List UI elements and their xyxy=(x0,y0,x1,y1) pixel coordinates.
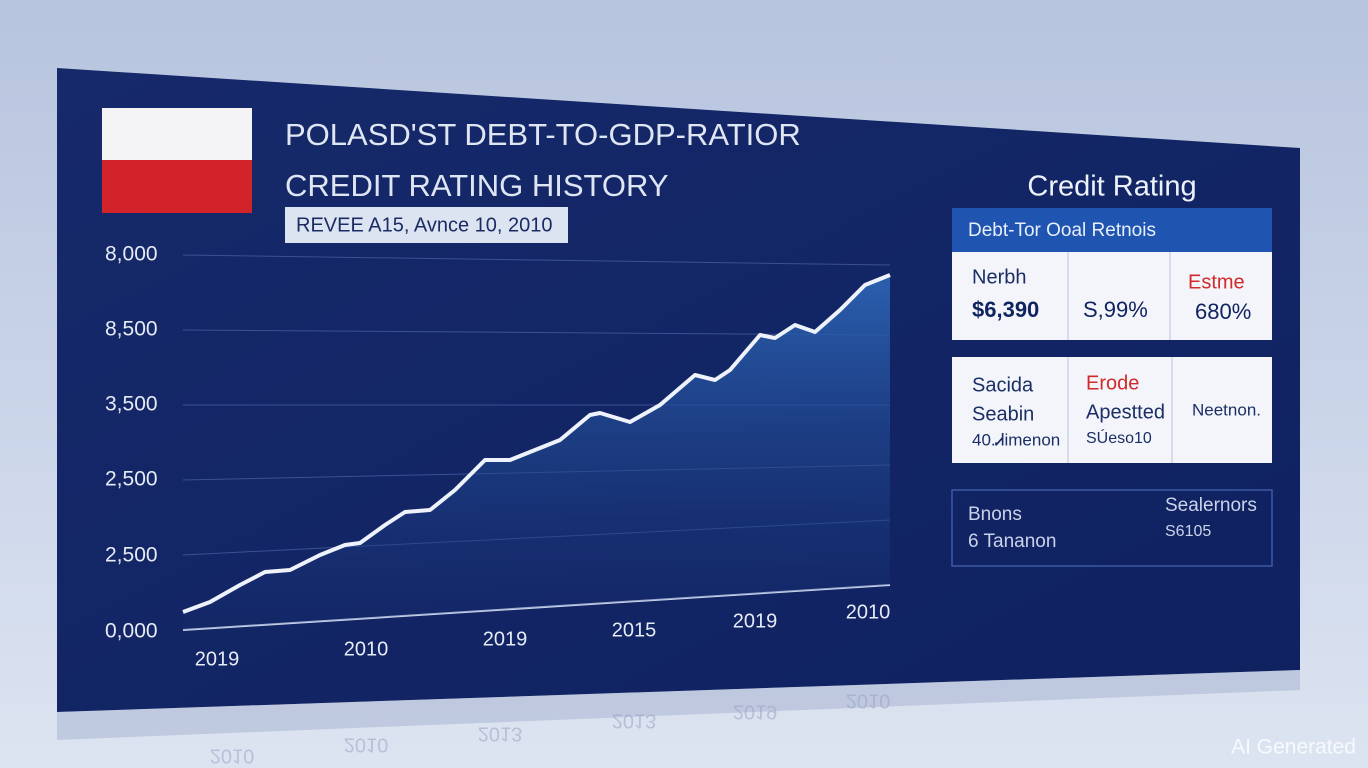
cell-value: $6,390 xyxy=(972,297,1039,322)
subtitle: REVEE A15, Avnce 10, 2010 xyxy=(296,214,552,236)
cell-text: Apestted xyxy=(1086,401,1165,423)
table-header-bar xyxy=(952,208,1272,252)
y-label: 3,500 xyxy=(105,393,158,416)
x-label: 2019 xyxy=(483,628,528,650)
x-label: 2010 xyxy=(344,638,389,660)
summary-text: Bnons xyxy=(968,504,1022,525)
reflection-text: 2019 xyxy=(733,701,778,723)
summary-text: S6105 xyxy=(1165,523,1211,540)
x-label: 2015 xyxy=(612,619,657,641)
flag-red xyxy=(102,160,252,213)
cell-text: Sacida xyxy=(972,374,1034,396)
y-label: 2,500 xyxy=(105,544,158,567)
reflection-text: 2013 xyxy=(478,723,523,745)
reflections: 2010 2010 2013 2013 2019 2010 xyxy=(210,690,891,767)
cell-value: 680% xyxy=(1195,299,1251,324)
table-header: Debt-Tor Ooal Retnois xyxy=(968,220,1156,241)
table-row xyxy=(952,252,1272,340)
table-row xyxy=(952,357,1272,463)
cell-value: Ѕ,99% xyxy=(1083,297,1148,322)
watermark: AI Generated xyxy=(1231,736,1356,759)
x-label: 2019 xyxy=(195,648,240,670)
trend-line xyxy=(182,273,891,614)
flag-white xyxy=(102,108,252,161)
cell-text: Seabin xyxy=(972,403,1034,425)
y-label: 8,500 xyxy=(105,318,158,341)
cell-label: Nerbh xyxy=(972,266,1026,288)
summary-box xyxy=(951,489,1273,567)
panel-reflection xyxy=(57,670,1300,740)
cell-text: Neetnon. xyxy=(1192,400,1261,419)
y-label: 2,500 xyxy=(105,468,158,491)
title-line: CREDIT RATING HISTORY xyxy=(285,168,669,203)
trend-area xyxy=(183,275,890,630)
cell-label: Estme xyxy=(1188,271,1245,293)
grid-line xyxy=(182,329,891,336)
cell-text: Erode xyxy=(1086,372,1139,394)
reflection-text: 2010 xyxy=(210,745,255,767)
summary-text: Sealernors xyxy=(1165,495,1257,516)
y-label: 0,000 xyxy=(105,620,158,643)
summary-text: 6 Tananon xyxy=(968,531,1056,552)
cell-text: 40.Ꮧimenon xyxy=(972,430,1060,449)
reflection-text: 2010 xyxy=(344,734,389,756)
x-label: 2019 xyxy=(733,610,778,632)
subtitle-box xyxy=(285,207,568,243)
reflection-text: 2010 xyxy=(846,690,891,712)
y-label: 8,000 xyxy=(105,243,158,266)
reflection-text: 2013 xyxy=(612,710,657,732)
cell-text: SÚeso10 xyxy=(1086,428,1152,447)
title-line: POLASD'ST DEBT-TO-GDP-RATIOR xyxy=(285,117,801,152)
x-label: 2010 xyxy=(846,601,891,623)
panel-title: Credit Rating xyxy=(1027,171,1196,203)
grid-line xyxy=(182,254,891,266)
